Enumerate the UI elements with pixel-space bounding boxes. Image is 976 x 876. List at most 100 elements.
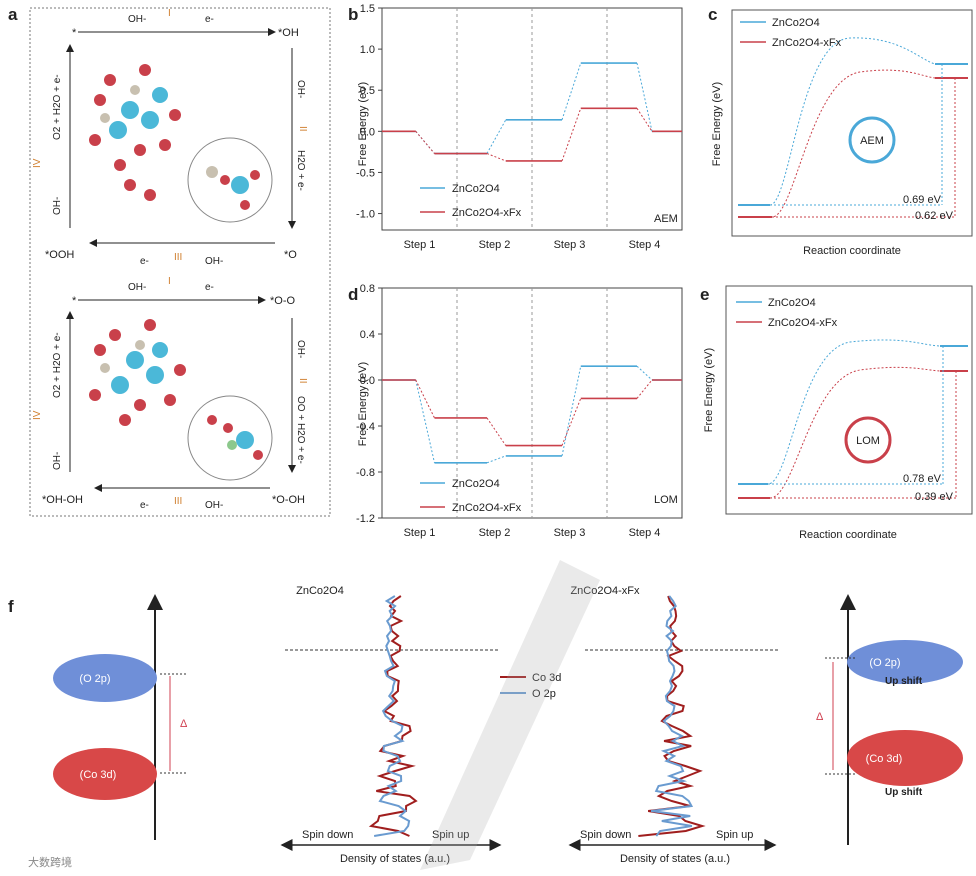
a-top-left-species: OH- [52,197,63,215]
f-right-o2p-band [847,640,963,684]
chart-b-connector [561,108,582,162]
b-ylabel: Free Energy (eV) [357,82,369,166]
a-top-corner-bl: *OOH [45,249,74,261]
dos2-o2p-trace [650,595,694,837]
f-xlabel-1: Density of states (a.u.) [340,853,450,865]
c-curves [738,37,968,218]
a-bot-bottom-e: e- [140,500,149,511]
f-dos-2 [638,595,706,837]
b-legend-s1: ZnCo2O4 [452,183,500,195]
e-xlabel: Reaction coordinate [799,529,897,541]
chart-d-connector [636,379,653,399]
chart-b-ytick-label: -1.0 [356,209,375,221]
a-bot-step1-oh: OH- [128,282,146,293]
lom-structure-image [89,319,273,481]
chart-d-ytick-label: -0.4 [356,421,375,433]
d-legend-s1: ZnCo2O4 [452,478,500,490]
chart-d-xtick-label: Step 3 [554,527,586,539]
c-aem-badge: AEM [848,116,896,164]
a-bot-left-product: O2 + H2O + e- [52,332,63,398]
a-bot-step1-num: I [168,276,171,287]
a-bot-corner-bl: *OH-OH [42,494,83,506]
f-spin-up-2: Spin up [716,829,753,841]
watermark-stroke [420,560,600,870]
chart-d-ytick-label: -1.2 [356,513,375,525]
panel-label-f: f [8,597,14,616]
chart-d-xtick-label: Step 1 [404,527,436,539]
e-badge-text: LOM [856,435,880,447]
chart-b-connector [561,62,582,120]
f-right-o2p: (O 2p) [869,657,900,669]
e-barrier-1: 0.78 eV [903,473,942,485]
panel-a-frame [29,7,331,517]
chart-d-connector [486,417,507,446]
chart-d: 0.8 0.4 0.0 -0.4 -0.8 -1.2 Step 1 Step 2 Step 3 S… [356,283,683,539]
f-left-co3d: (Co 3d) [80,769,117,781]
f-left-o2p: (O 2p) [79,673,110,685]
watermark-text: 大数跨境 [28,855,72,869]
a-bot-right-num: II [297,378,308,384]
e-legend-s1: ZnCo2O4 [768,297,816,309]
a-bot-corner-tl: * [72,295,77,307]
c-legend-s2: ZnCo2O4-xFx [772,37,842,49]
chart-b-connector [486,119,507,154]
chart-d-xtick-label: Step 4 [629,527,661,539]
c-ylabel: Free Energy (eV) [711,82,723,166]
f-right-delta: Δ [816,711,824,723]
panel-label-e: e [700,285,709,304]
chart-d-ytick-label: -0.8 [356,467,375,479]
e-barrier-2: 0.39 eV [915,491,954,503]
a-top-right-product: H2O + e- [295,150,306,191]
d-legend-s2: ZnCo2O4-xFx [452,502,522,514]
d-legend: ZnCo2O4 ZnCo2O4-xFx LOM [420,478,678,514]
chart-b-ytick-label: 0.5 [360,85,375,97]
a-bot-right-product: OO + H2O + e- [295,396,306,464]
e-lom-badge: LOM [844,416,892,464]
f-left-delta: Δ [180,718,188,730]
f-legend: Co 3d O 2p [500,672,561,700]
e-ylabel: Free Energy (eV) [703,348,715,432]
panel-label-a: a [8,5,18,24]
a-bot-left-species: OH- [52,452,63,470]
d-mechanism: LOM [654,494,678,506]
a-bot-corner-tr: *O-O [270,295,296,307]
a-top-bottom-num: III [174,252,182,263]
chart-b-ytick-label: -0.5 [356,167,375,179]
chart-b-ytick-label: 1.5 [360,3,375,15]
a-bot-bottom-oh: OH- [205,500,223,511]
f-right-co3d-band [847,730,963,786]
chart-b-connector [415,131,435,154]
a-top-left-product: O2 + H2O + e- [52,74,63,140]
chart-d-connector [415,379,435,419]
chart-b-xtick-label: Step 4 [629,239,661,251]
chart-d-connector [636,365,653,381]
chart-b-ytick-label: 0.0 [360,126,375,138]
chart-b-xtick-label: Step 1 [404,239,436,251]
dos1-o2p-trace [373,595,411,837]
c-frame [731,9,973,237]
f-dos-1 [368,595,418,837]
f-title-2: ZnCo2O4-xFx [570,585,640,597]
chart-b-connector [636,108,653,132]
c-badge-text: AEM [860,135,884,147]
chart-d-connector [486,455,506,464]
chart-b-ytick-label: 1.0 [360,44,375,56]
a-top-step1-num: I [168,8,171,19]
c-legend-s1: ZnCo2O4 [772,17,820,29]
lom-cycle: * *O-O *O-OH *OH-OH OH- I e- OH- II OO +… [32,276,308,511]
a-top-bottom-oh: OH- [205,256,223,267]
f-xlabel-2: Density of states (a.u.) [620,853,730,865]
panel-label-b: b [348,5,358,24]
c-xlabel: Reaction coordinate [803,245,901,257]
chart-d-ytick-label: 0.0 [360,375,375,387]
chart-d-ytick-label: 0.4 [360,329,375,341]
a-top-bottom-e: e- [140,256,149,267]
b-mechanism: AEM [654,213,678,225]
c-legend: ZnCo2O4 ZnCo2O4-xFx [740,17,842,49]
a-top-corner-tr: *OH [278,27,299,39]
chart-d-connector [561,366,582,457]
f-spin-down-1: Spin down [302,829,353,841]
aem-cycle: * *OH *O *OOH OH- I e- OH- II H2O + e- e… [32,8,308,267]
aem-structure-image [89,64,273,223]
chart-b-connector [636,62,653,132]
